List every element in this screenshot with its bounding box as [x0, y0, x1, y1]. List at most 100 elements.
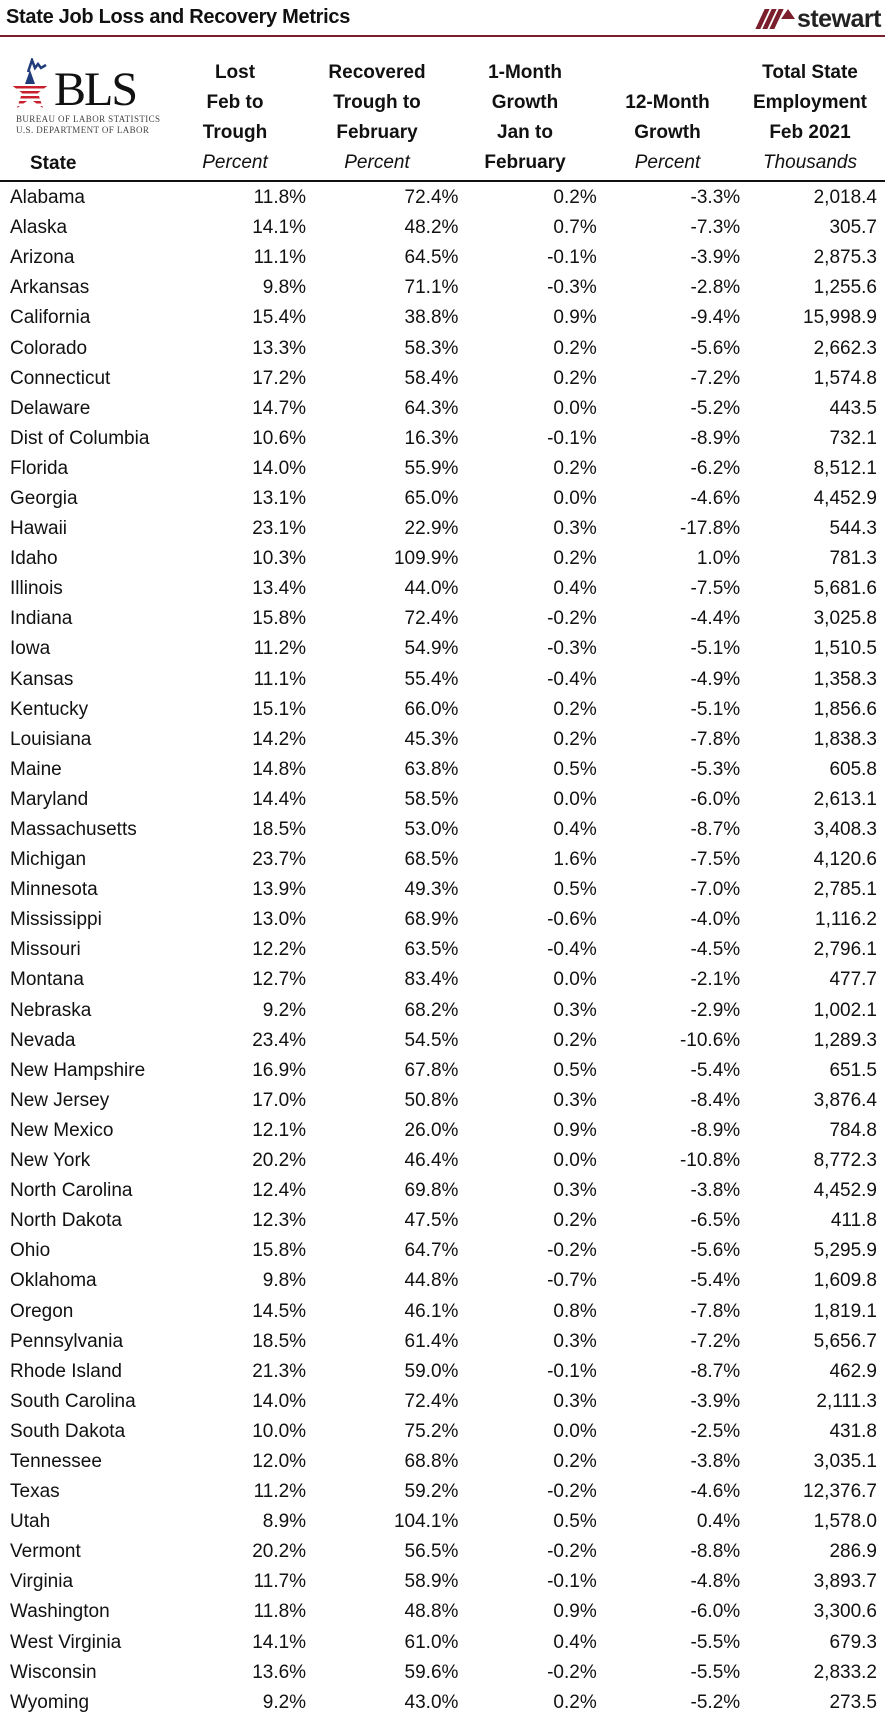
header-line: Feb to [206, 92, 264, 113]
recovered-pct: 49.3% [404, 879, 459, 901]
table-row: Alaska 14.1% 48.2% 0.7% -7.3% 305.7 [0, 213, 885, 243]
total-employment: 781.3 [829, 548, 877, 570]
table-row: Wisconsin 13.6% 59.6% -0.2% -5.5% 2,833.2 [0, 1658, 885, 1688]
column-header-total-employment: Total State Employment Feb 2021 Thousand… [735, 58, 885, 182]
total-employment: 1,838.3 [813, 728, 877, 750]
total-employment: 305.7 [829, 217, 877, 239]
table-row: Missouri 12.2% 63.5% -0.4% -4.5% 2,796.1 [0, 935, 885, 965]
one-month-growth: 0.2% [553, 187, 597, 209]
recovered-pct: 22.9% [404, 518, 459, 540]
recovered-pct: 58.5% [404, 788, 459, 810]
state-name: Georgia [10, 487, 78, 509]
state-name: Montana [10, 969, 84, 991]
lost-pct: 14.7% [252, 397, 307, 419]
lost-pct: 15.1% [252, 698, 307, 720]
twelve-month-growth: -17.8% [679, 518, 741, 540]
bls-logo: BLS BUREAU OF LABOR STATISTICS U.S. DEPA… [8, 58, 160, 136]
state-name: North Dakota [10, 1210, 122, 1232]
recovered-pct: 83.4% [404, 969, 459, 991]
state-name: Maryland [10, 788, 89, 810]
lost-pct: 11.7% [253, 1571, 307, 1593]
state-name: New Jersey [10, 1089, 110, 1111]
table-row: Massachusetts 18.5% 53.0% 0.4% -8.7% 3,408.3 [0, 815, 885, 845]
one-month-growth: 0.0% [553, 969, 597, 991]
state-name: Rhode Island [10, 1360, 122, 1382]
table-row: Arizona 11.1% 64.5% -0.1% -3.9% 2,875.3 [0, 243, 885, 273]
header-line: February [484, 152, 566, 173]
state-name: South Carolina [10, 1390, 136, 1412]
twelve-month-growth: -3.8% [690, 1180, 741, 1202]
table-row: Arkansas 9.8% 71.1% -0.3% -2.8% 1,255.6 [0, 273, 885, 303]
header-line: Total State [762, 62, 858, 83]
total-employment: 3,876.4 [813, 1089, 877, 1111]
state-name: Dist of Columbia [10, 427, 150, 449]
twelve-month-growth: -7.2% [690, 367, 741, 389]
header-line: Recovered [328, 62, 426, 83]
state-name: Hawaii [10, 518, 68, 540]
total-employment: 605.8 [829, 758, 877, 780]
total-employment: 784.8 [829, 1119, 877, 1141]
twelve-month-growth: -2.9% [690, 999, 741, 1021]
twelve-month-growth: -5.2% [690, 1691, 741, 1713]
state-metrics-table: Alabama 11.8% 72.4% 0.2% -3.3% 2,018.4 Alaska 1… [0, 183, 885, 1718]
recovered-pct: 54.9% [404, 638, 459, 660]
twelve-month-growth: -10.6% [679, 1029, 741, 1051]
header-line: 12-Month [625, 92, 710, 113]
one-month-growth: 0.0% [553, 788, 597, 810]
state-name: Wyoming [10, 1691, 90, 1713]
one-month-growth: 0.2% [553, 698, 597, 720]
one-month-growth: -0.1% [547, 427, 597, 449]
lost-pct: 11.2% [253, 1481, 307, 1503]
column-header-lost: Lost Feb to Trough Percent [185, 58, 285, 182]
state-name: Indiana [10, 608, 73, 630]
recovered-pct: 59.2% [404, 1481, 459, 1503]
twelve-month-growth: 1.0% [696, 548, 741, 570]
table-row: South Dakota 10.0% 75.2% 0.0% -2.5% 431.8 [0, 1417, 885, 1447]
lost-pct: 20.2% [252, 1541, 307, 1563]
recovered-pct: 68.8% [404, 1450, 459, 1472]
lost-pct: 14.1% [252, 217, 307, 239]
one-month-growth: 0.4% [553, 819, 597, 841]
table-row: New York 20.2% 46.4% 0.0% -10.8% 8,772.3 [0, 1146, 885, 1176]
total-employment: 2,875.3 [813, 247, 877, 269]
recovered-pct: 61.4% [404, 1330, 459, 1352]
lost-pct: 14.0% [252, 457, 307, 479]
one-month-growth: -0.2% [547, 1481, 597, 1503]
state-name: Oregon [10, 1300, 74, 1322]
one-month-growth: 0.9% [553, 1601, 597, 1623]
table-row: North Dakota 12.3% 47.5% 0.2% -6.5% 411.8 [0, 1206, 885, 1236]
one-month-growth: 0.2% [553, 1210, 597, 1232]
recovered-pct: 64.5% [404, 247, 459, 269]
state-name: Connecticut [10, 367, 111, 389]
recovered-pct: 43.0% [404, 1691, 459, 1713]
recovered-pct: 68.2% [404, 999, 459, 1021]
one-month-growth: 0.2% [553, 457, 597, 479]
column-header-1-month: 1-Month Growth Jan to February [470, 58, 580, 182]
state-name: New Hampshire [10, 1059, 146, 1081]
state-name: California [10, 307, 91, 329]
state-name: Kansas [10, 668, 74, 690]
lost-pct: 13.3% [252, 337, 307, 359]
state-name: Florida [10, 457, 69, 479]
one-month-growth: 0.5% [553, 1511, 597, 1533]
table-row: Virginia 11.7% 58.9% -0.1% -4.8% 3,893.7 [0, 1567, 885, 1597]
twelve-month-growth: -8.9% [690, 1119, 741, 1141]
table-row: Oregon 14.5% 46.1% 0.8% -7.8% 1,819.1 [0, 1296, 885, 1326]
state-name: Maine [10, 758, 62, 780]
total-employment: 3,025.8 [813, 608, 877, 630]
total-employment: 3,408.3 [813, 819, 877, 841]
header-line: Feb 2021 [769, 122, 851, 143]
total-employment: 1,819.1 [813, 1300, 877, 1322]
lost-pct: 15.4% [252, 307, 307, 329]
twelve-month-growth: -2.5% [690, 1420, 741, 1442]
one-month-growth: -0.2% [547, 1661, 597, 1683]
one-month-growth: 0.2% [553, 1450, 597, 1472]
lost-pct: 13.1% [252, 487, 307, 509]
twelve-month-growth: -10.8% [679, 1150, 741, 1172]
table-row: Maryland 14.4% 58.5% 0.0% -6.0% 2,613.1 [0, 785, 885, 815]
twelve-month-growth: -2.8% [690, 277, 741, 299]
header-line: Jan to [497, 122, 553, 143]
lost-pct: 10.3% [252, 548, 307, 570]
recovered-pct: 50.8% [404, 1089, 459, 1111]
total-employment: 2,796.1 [813, 939, 877, 961]
